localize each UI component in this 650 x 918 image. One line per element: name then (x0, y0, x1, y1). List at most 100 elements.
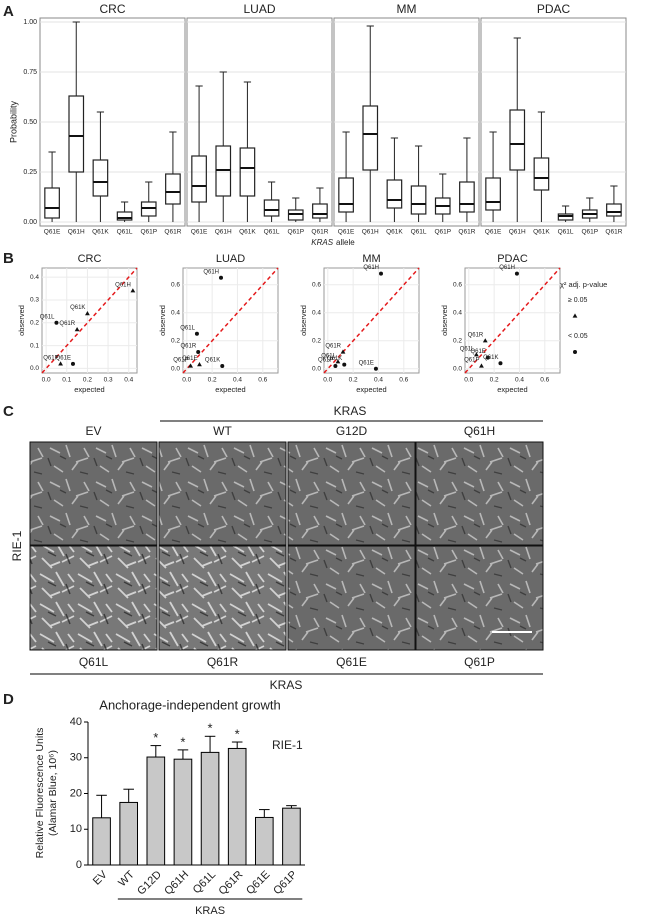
bar (173, 758, 193, 866)
column-label: EV (85, 424, 101, 438)
x-axis-label-text: allele (336, 238, 355, 247)
group-label: KRAS (195, 905, 225, 917)
box (485, 177, 501, 211)
x-tick-label: 0.4 (233, 377, 242, 384)
x-tick-label: 0.4 (124, 377, 133, 384)
point-label: Q61H (363, 265, 379, 271)
box (191, 155, 207, 203)
x-tick-label: Q61R (164, 229, 181, 236)
x-tick-label: Q61L (191, 869, 219, 897)
bar (282, 807, 301, 866)
point-label: Q61H (499, 265, 515, 271)
legend-label: ≥ 0.05 (568, 297, 588, 304)
y-axis-label: (Alamar Blue, 10⁶) (47, 750, 59, 836)
point (482, 338, 488, 343)
box (68, 95, 85, 173)
x-tick-label: 0.2 (83, 377, 92, 384)
y-tick-label: 0.4 (30, 274, 39, 281)
y-tick-label: 0.4 (453, 310, 462, 317)
column-label: Q61H (464, 424, 495, 438)
bar (200, 751, 220, 866)
y-tick-label: 0.6 (312, 282, 321, 289)
x-tick-label: 0.6 (258, 377, 267, 384)
y-tick-label: 10 (70, 823, 82, 835)
x-tick-label: Q61H (162, 869, 191, 898)
column-label: WT (213, 424, 232, 438)
x-tick-label: Q61L (558, 229, 574, 236)
micrograph (158, 545, 287, 651)
micrograph (415, 545, 544, 651)
point-label: Q61K (70, 305, 85, 311)
point (194, 331, 199, 336)
point-label: Q61K (483, 355, 498, 361)
facet-title: MM (397, 2, 417, 16)
y-tick-label: 0.6 (453, 282, 462, 289)
x-tick-label: 0.6 (540, 377, 549, 384)
footer-label: KRAS (270, 678, 303, 692)
x-tick-label: Q61L (264, 229, 280, 236)
bar (146, 756, 166, 866)
x-tick-label: Q61P (271, 869, 299, 897)
panel-label: A (3, 3, 14, 20)
x-axis-label: expected (215, 385, 245, 394)
point-label: Q61L (321, 353, 336, 359)
identity-line (323, 267, 420, 374)
point (498, 361, 503, 366)
point (85, 311, 90, 316)
panel-label: D (3, 691, 14, 708)
point (58, 361, 63, 366)
point-label: Q61L (40, 314, 55, 320)
point-label: Q61E (359, 360, 374, 366)
point-label: Q61L (180, 325, 195, 331)
box (459, 181, 475, 213)
x-tick-label: 0.0 (323, 377, 332, 384)
bar (119, 801, 139, 866)
significance: * (180, 734, 185, 749)
y-tick-label: 0.6 (171, 282, 180, 289)
facet-title: CRC (78, 253, 102, 265)
x-tick-label: 0.2 (349, 377, 358, 384)
y-tick-label: 0.1 (30, 342, 39, 349)
column-label: Q61P (464, 655, 495, 669)
point (196, 350, 201, 354)
point (514, 271, 519, 276)
point-label: Q61H (203, 269, 219, 275)
column-label: Q61E (336, 655, 367, 669)
x-tick-label: 0.0 (42, 377, 51, 384)
legend-title: χ² adj. p-value (560, 280, 607, 289)
point (335, 359, 341, 364)
point-label: Q61L (460, 346, 475, 352)
y-tick-label: 0.2 (171, 338, 180, 345)
point (342, 362, 347, 367)
point-label: Q61K (205, 358, 220, 364)
legend-marker (573, 350, 577, 354)
box (386, 179, 403, 209)
point-label: Q61E (470, 349, 485, 355)
x-tick-label: 0.4 (515, 377, 524, 384)
point (373, 366, 378, 371)
y-tick-label: 0.4 (171, 310, 180, 317)
y-axis-label: observed (158, 305, 167, 336)
x-tick-label: Q61L (411, 229, 427, 236)
x-tick-label: 0.3 (104, 377, 113, 384)
point-label: Q61P (43, 355, 58, 361)
x-tick-label: Q61P (434, 229, 451, 236)
point (197, 362, 202, 367)
annotation: RIE-1 (272, 738, 303, 752)
legend-label: < 0.05 (568, 333, 588, 340)
y-tick-label: 0.2 (453, 338, 462, 345)
y-axis-label: Probability (8, 100, 18, 143)
box (92, 159, 109, 197)
identity-line (182, 267, 279, 374)
x-tick-label: Q61R (458, 229, 475, 236)
x-tick-label: Q61P (581, 229, 598, 236)
x-tick-label: Q61R (311, 229, 328, 236)
facet-title: PDAC (537, 2, 571, 16)
identity-line (464, 267, 561, 374)
x-tick-label: Q61E (191, 229, 208, 236)
y-tick-label: 1.00 (23, 19, 37, 26)
box (410, 185, 427, 215)
point (474, 352, 479, 357)
y-tick-label: 0.0 (453, 366, 462, 373)
